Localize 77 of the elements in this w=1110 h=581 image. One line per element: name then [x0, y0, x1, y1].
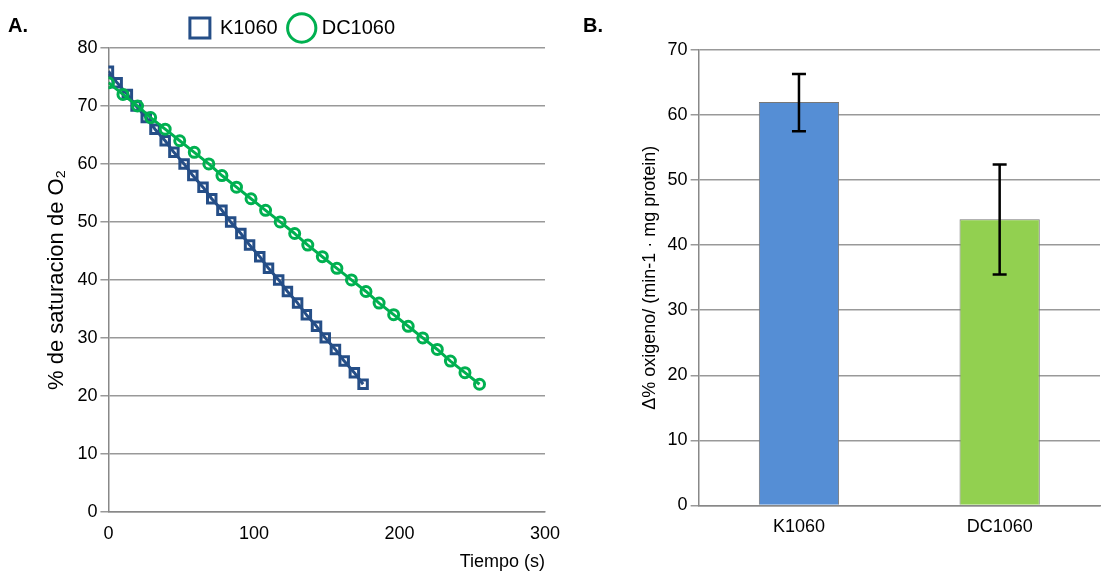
point: [443, 354, 457, 368]
y-tick-label: 40: [667, 234, 688, 255]
point: [300, 308, 313, 321]
text: A.: [8, 13, 28, 36]
point: [144, 111, 158, 125]
point: [319, 332, 331, 344]
point: [359, 285, 373, 298]
point: [338, 355, 350, 367]
x-tick-label: DC1060: [966, 516, 1033, 537]
point: [272, 274, 285, 286]
point: [235, 227, 247, 240]
x-axis-title: Tiempo (s): [459, 551, 545, 572]
point: [178, 158, 190, 170]
point: [416, 331, 430, 345]
y-tick-label: 60: [77, 152, 98, 173]
point: [348, 366, 361, 379]
point: [357, 378, 369, 390]
y-tick-label: 20: [77, 384, 98, 405]
legend-label: DC1060: [321, 15, 396, 38]
legend-label: K1060: [219, 15, 278, 38]
point: [202, 157, 216, 171]
y-tick-label: 30: [667, 299, 688, 320]
y-tick-label: 0: [87, 500, 98, 521]
point: [281, 285, 294, 298]
point: [159, 135, 171, 147]
text: B.: [583, 13, 603, 36]
y-tick-label: 60: [667, 104, 688, 125]
point: [116, 87, 130, 101]
point: [372, 296, 386, 310]
x-tick-label: 100: [238, 522, 269, 543]
point: [197, 181, 209, 193]
y-tick-label: 10: [77, 442, 98, 463]
point: [291, 297, 304, 309]
y-tick-label: 80: [77, 36, 98, 57]
y-tick-label: 30: [77, 326, 98, 347]
point: [244, 192, 258, 206]
y-tick-label: 70: [77, 94, 98, 115]
point: [262, 262, 275, 275]
x-tick-label: 200: [384, 522, 415, 543]
point: [173, 134, 187, 148]
point: [315, 250, 329, 264]
y-tick-label: 10: [667, 429, 688, 450]
point: [158, 122, 172, 136]
y-axis-title: % de saturacion de O₂: [43, 169, 69, 390]
point: [229, 180, 243, 194]
y-tick-label: 50: [667, 169, 688, 190]
point: [206, 192, 218, 205]
point: [187, 145, 201, 159]
point: [344, 273, 358, 287]
y-tick-label: 50: [77, 210, 98, 231]
point: [215, 169, 229, 183]
point: [288, 227, 302, 241]
point: [243, 239, 256, 251]
point: [401, 319, 415, 333]
x-tick-label: 0: [103, 522, 114, 543]
point: [329, 343, 342, 356]
point: [430, 342, 444, 356]
point: [301, 238, 315, 252]
y-tick-label: 20: [667, 364, 688, 385]
point: [473, 377, 487, 391]
x-tick-label: 300: [529, 522, 561, 543]
y-tick-label: 40: [77, 268, 98, 289]
point: [187, 169, 199, 182]
point: [458, 366, 472, 380]
point: [254, 250, 266, 263]
y-tick-label: 0: [677, 494, 688, 515]
point: [168, 146, 180, 159]
point: [310, 320, 323, 333]
point: [259, 203, 273, 217]
point: [224, 216, 237, 228]
y-tick-label: 70: [667, 38, 688, 59]
x-tick-label: K1060: [772, 516, 825, 537]
point: [330, 261, 344, 275]
point: [216, 204, 228, 217]
y-axis-title: Δ% oxigeno/ (min-1 · mg protein): [638, 145, 659, 410]
point: [387, 308, 401, 322]
point: [273, 215, 287, 229]
